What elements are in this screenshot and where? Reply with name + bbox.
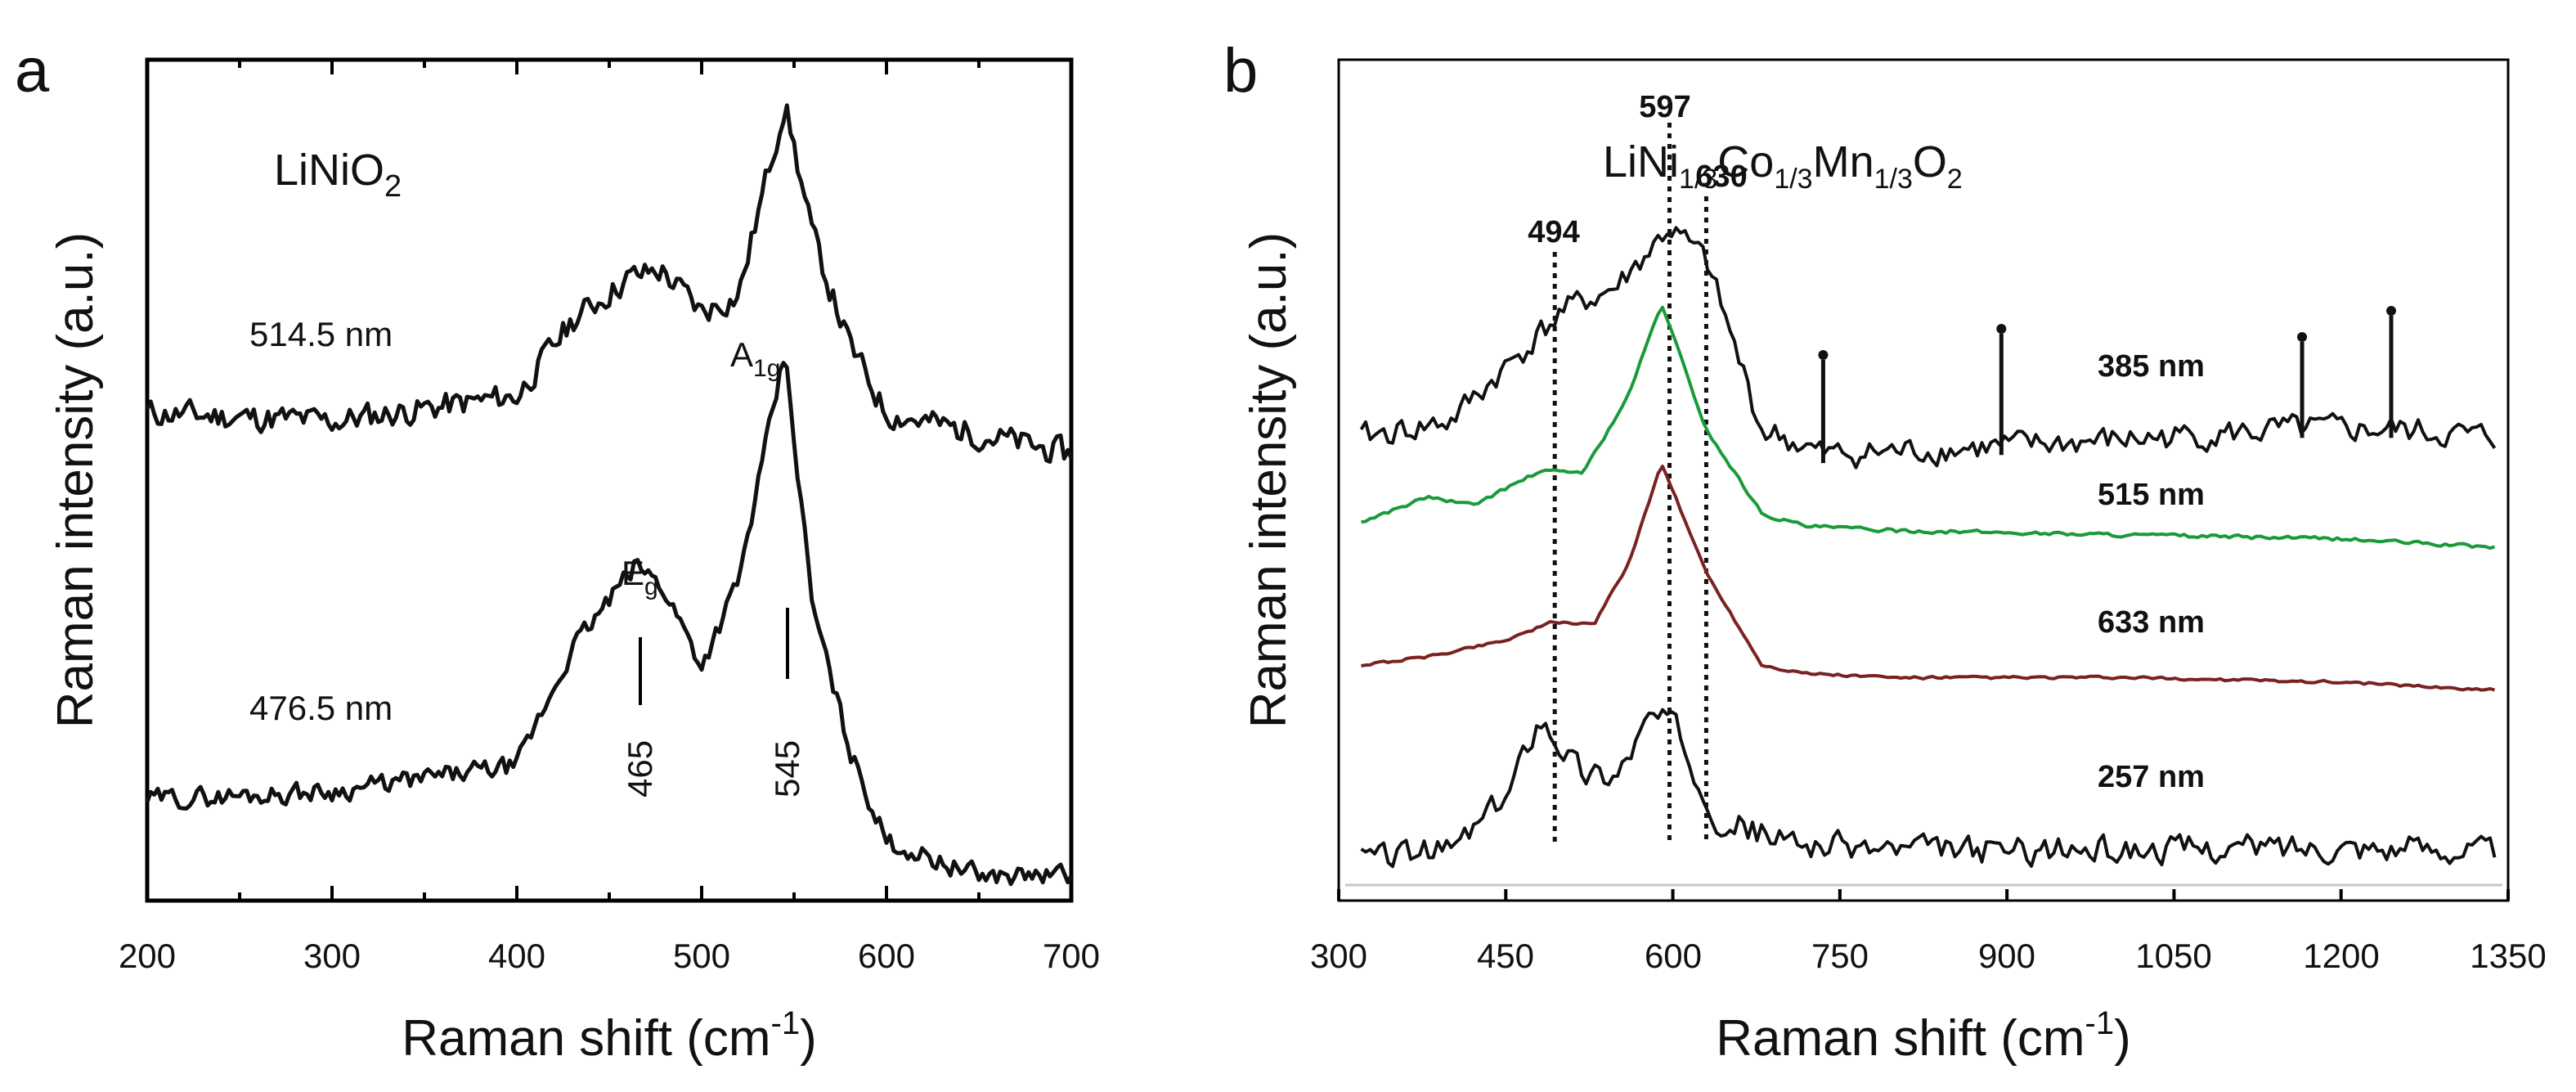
spike-dot-895 [1996,324,2007,334]
spike-dot-1165 [2297,332,2308,342]
series-label-633nm: 633 nm [2098,605,2205,640]
panel-a-tick-labels: 200 300 400 500 600 700 [119,937,1100,975]
spike-dot-1245 [2386,306,2396,316]
x-tick-label: 600 [858,937,915,975]
peak-value-465: 465 [621,740,659,798]
panel-a: a 200 300 400 500 600 700 Raman shift (c… [15,36,1100,1067]
marker-label-630: 630 [1695,160,1747,194]
panel-b-x-axis-label: Raman shift (cm-1) [1716,1005,2131,1067]
x-tick-label: 750 [1811,937,1869,975]
peak-label-eg: Eg [622,554,658,600]
panel-b-tick-labels: 300 450 600 750 900 1050 1200 1350 [1310,937,2547,975]
x-tick-label: 600 [1645,937,1702,975]
x-tick-label: 300 [303,937,361,975]
panel-b-y-axis-label: Raman intensity (a.u.) [1241,232,1297,728]
panel-a-letter: a [15,36,50,106]
panel-b-letter: b [1223,36,1258,106]
series-label-515nm: 515 nm [2098,478,2205,512]
panel-b: b 300 450 600 750 900 1050 1200 1350 Ram… [1223,36,2547,1067]
series-label-385nm: 385 nm [2098,349,2205,384]
panel-a-series [145,103,1074,887]
x-tick-label: 1050 [2135,937,2211,975]
panel-b-spikes [1818,306,2396,464]
spike-dot-735 [1818,350,1829,360]
series-line-633nm [1361,465,2496,692]
panel-b-compound-label: LiNi1/3Co1/3Mn1/3O2 [1603,137,1963,195]
series-line-257nm [1360,708,2497,869]
panel-b-frame [1337,58,2510,902]
marker-label-494: 494 [1528,215,1579,249]
marker-label-597: 597 [1639,90,1690,124]
series-label-476-5nm: 476.5 nm [249,689,393,727]
panel-b-ticks [1337,889,2510,901]
series-label-257nm: 257 nm [2098,760,2205,794]
panel-a-compound-label: LiNiO2 [274,146,402,204]
x-tick-label: 900 [1978,937,2035,975]
series-line-476-5nm [145,361,1074,887]
peak-value-545: 545 [768,740,806,798]
x-tick-label: 1200 [2303,937,2379,975]
x-tick-label: 700 [1043,937,1100,975]
series-label-514-5nm: 514.5 nm [249,315,393,353]
x-tick-label: 1350 [2470,937,2546,975]
series-line-514-5nm [145,103,1074,464]
x-tick-label: 300 [1310,937,1367,975]
peak-label-a1g: A1g [730,335,780,382]
x-tick-label: 500 [673,937,730,975]
series-line-515nm [1361,305,2496,550]
series-line-385nm [1359,226,2497,470]
x-tick-label: 400 [488,937,545,975]
panel-a-ticks [146,60,1073,901]
x-tick-label: 200 [119,937,176,975]
panel-a-x-axis-label: Raman shift (cm-1) [402,1005,817,1067]
x-tick-label: 450 [1477,937,1534,975]
panel-a-y-axis-label: Raman intensity (a.u.) [47,232,104,728]
panel-b-series [1359,226,2497,869]
